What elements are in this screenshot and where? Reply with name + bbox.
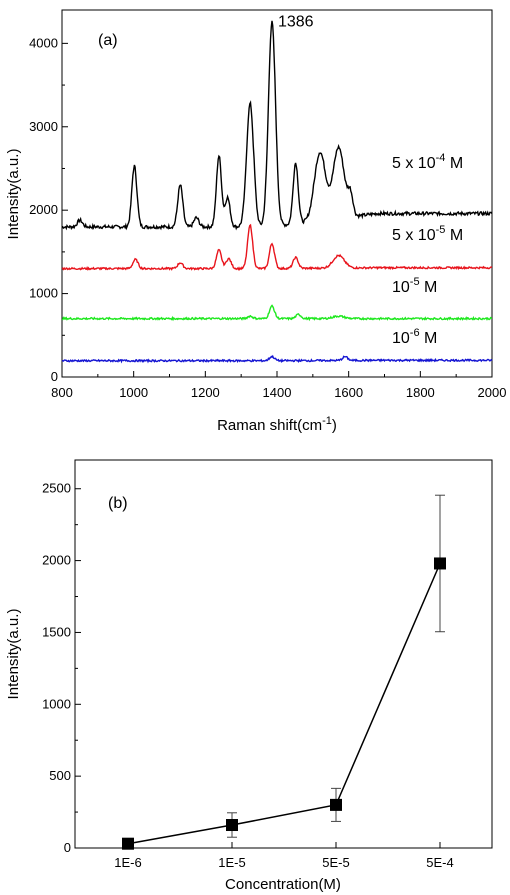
panel-a-frame [61,9,493,378]
panel-a-x-ticks: 800 1000 1200 1400 1600 1800 2000 [51,371,506,400]
panel-a-y-axis-label: Intensity(a.u.) [5,149,22,240]
spectrum-line-4 [61,354,493,364]
panel-a-label: (a) [98,32,118,49]
panel-b-x-tick-label: 5E-5 [322,855,349,870]
panel-a-y-tick-label: 0 [51,369,58,384]
panel-a-y-tick-label: 2000 [29,202,58,217]
panel-b-y-tick-label: 1500 [42,624,71,639]
peak-annotation: 1386 [278,13,314,30]
spectrum-line-3 [61,304,493,322]
data-point-1E-6 [122,837,134,850]
panel-a-x-tick-label: 1800 [406,385,435,400]
series-label-2: 5 x 10-5 M [392,224,463,244]
panel-a-raman-spectra: 800 1000 1200 1400 1600 1800 2000 0 1000 2000 300… [5,9,506,434]
panel-b-y-tick-label: 500 [49,768,71,783]
panel-b-y-ticks: 0 500 1000 1500 2000 2500 [42,481,81,855]
series-label-4: 10-6 M [392,327,437,347]
panel-b-y-tick-label: 2000 [42,553,71,568]
panel-b-x-tick-label: 1E-5 [218,855,245,870]
panel-a-x-tick-label: 800 [51,385,73,400]
data-point-5E-4 [434,557,446,570]
panel-b-x-ticks: 1E-6 1E-5 5E-5 5E-4 [114,842,454,870]
panel-b-x-tick-label: 1E-6 [114,855,141,870]
panel-b-x-axis-label: Concentration(M) [225,876,341,893]
panel-a-y-ticks: 0 1000 2000 3000 4000 [29,35,68,384]
data-point-1E-5 [226,819,238,832]
panel-a-x-tick-label: 1600 [334,385,363,400]
connecting-line [127,563,441,845]
data-point-5E-5 [330,798,342,811]
spectrum-line-2 [61,223,493,271]
panel-a-y-tick-label: 3000 [29,119,58,134]
panel-b-frame [74,459,493,849]
panel-a-x-tick-label: 1400 [263,385,292,400]
panel-b-x-tick-label: 5E-4 [426,855,453,870]
panel-b-concentration-plot: 1E-6 1E-5 5E-5 5E-4 0 500 1000 1500 2000 2500 (b… [5,459,493,893]
spectrum-line-1 [61,20,493,231]
panel-a-y-tick-label: 4000 [29,35,58,50]
panel-a-series-labels: 5 x 10-4 M 5 x 10-5 M 10-5 M 10-6 M [392,152,463,347]
panel-a-x-tick-label: 1200 [191,385,220,400]
panel-b-y-tick-label: 1000 [42,696,71,711]
panel-a-y-tick-label: 1000 [29,286,58,301]
panel-a-x-tick-label: 1000 [119,385,148,400]
panel-b-y-tick-label: 2500 [42,481,71,496]
panel-a-series-group [61,20,493,364]
panel-b-label: (b) [108,495,128,512]
panel-b-data [122,494,446,850]
series-label-3: 10-5 M [392,276,437,296]
series-label-1: 5 x 10-4 M [392,152,463,172]
panel-b-y-tick-label: 0 [64,840,71,855]
panel-a-x-tick-label: 2000 [478,385,507,400]
panel-a-x-axis-label: Raman shift(cm-1) [217,415,337,434]
panel-b-y-axis-label: Intensity(a.u.) [5,609,22,700]
